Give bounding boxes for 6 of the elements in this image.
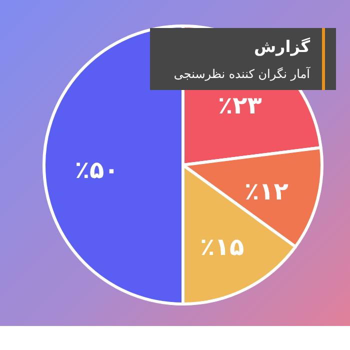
data-label: ٪۱۵ [200, 232, 244, 261]
data-label: ٪۱۲ [244, 177, 289, 206]
text: آمار نگران کننده نظرسنجی [174, 66, 311, 81]
text: گزارش [254, 37, 311, 56]
data-label: ٪۲۳ [218, 91, 262, 120]
data-label: ٪۵۰ [74, 156, 119, 184]
